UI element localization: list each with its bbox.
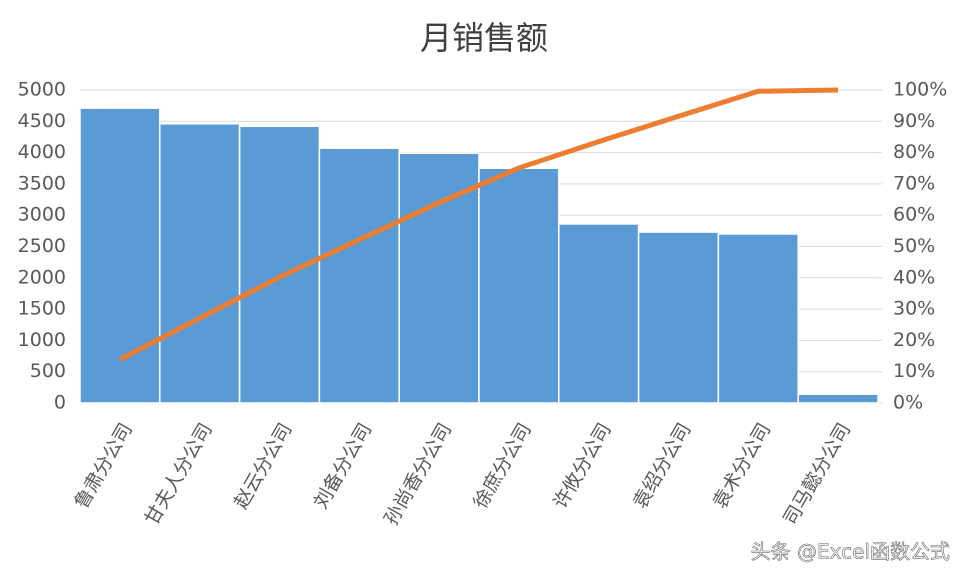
y-tick-label: 2000	[18, 266, 66, 288]
y-tick-label: 2500	[18, 235, 66, 257]
y-tick-label: 4000	[18, 141, 66, 163]
bar	[478, 167, 560, 404]
y2-tick-label: 20%	[893, 329, 935, 351]
watermark: 头条 @Excel函数公式	[751, 540, 950, 564]
y2-tick-label: 30%	[893, 298, 935, 320]
bar	[398, 152, 480, 404]
y2-tick-label: 100%	[893, 79, 947, 101]
bar	[79, 107, 161, 404]
y-tick-label: 5000	[18, 79, 66, 101]
y2-tick-label: 90%	[893, 110, 935, 132]
bar	[717, 233, 799, 404]
chart-title: 月销售额	[420, 19, 548, 57]
y-tick-label: 4500	[18, 110, 66, 132]
y2-tick-label: 10%	[893, 360, 935, 382]
y-tick-label: 1500	[18, 298, 66, 320]
y-tick-label: 3500	[18, 172, 66, 194]
y-tick-label: 3000	[18, 204, 66, 226]
bar	[159, 123, 241, 404]
y2-tick-label: 40%	[893, 266, 935, 288]
bar	[318, 147, 400, 404]
y-tick-label: 0	[54, 392, 66, 414]
y2-tick-label: 60%	[893, 204, 935, 226]
bar	[558, 223, 640, 404]
y-tick-label: 500	[30, 360, 66, 382]
y2-tick-label: 70%	[893, 172, 935, 194]
y-tick-label: 1000	[18, 329, 66, 351]
y2-tick-label: 50%	[893, 235, 935, 257]
cumulative-line	[118, 87, 839, 362]
y2-tick-label: 80%	[893, 141, 935, 163]
bar	[797, 393, 879, 404]
bar	[637, 231, 720, 404]
y2-tick-label: 0%	[893, 392, 923, 414]
bar	[238, 125, 321, 404]
